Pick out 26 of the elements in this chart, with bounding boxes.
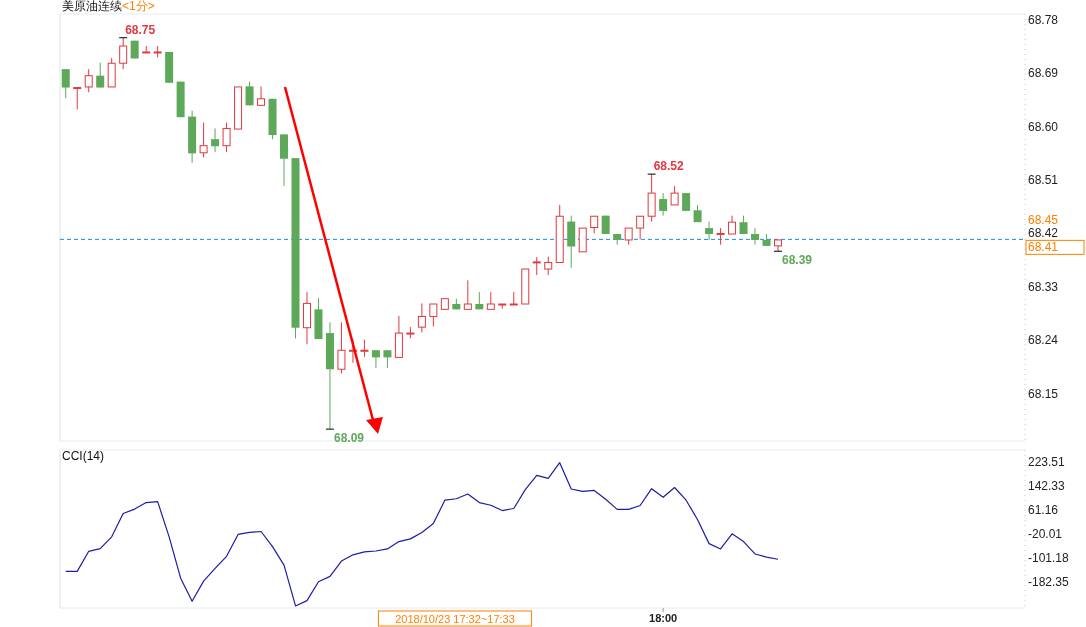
y-tick-label: 68.51	[1028, 173, 1059, 188]
y-tick-label: 223.51	[1028, 455, 1066, 470]
annotation: 68.39	[782, 253, 813, 268]
y-tick-label: -101.18	[1028, 551, 1070, 566]
line-series	[65, 462, 779, 607]
y-tick-label: -182.35	[1028, 575, 1070, 590]
y-tick-label: 68.15	[1028, 386, 1059, 401]
y-tick-label: 68.78	[1028, 12, 1059, 27]
y-tick-label: 68.69	[1028, 66, 1059, 81]
text: 68.45	[1028, 212, 1059, 227]
chart-title: CCI(14)	[62, 449, 105, 463]
chart-subtitle: <1分>	[122, 0, 155, 13]
x-tick-label: 18:00	[649, 612, 678, 624]
annotation: 68.52	[653, 159, 684, 174]
y-tick-label: 68.60	[1028, 119, 1059, 134]
y-tick-label: 68.42	[1028, 226, 1059, 241]
text: 2018/10/23 17:32~17:33	[395, 613, 515, 625]
y-tick-label: 68.33	[1028, 279, 1059, 294]
y-tick-label: 61.16	[1028, 503, 1059, 518]
annotation: 68.75	[125, 22, 156, 37]
chart-title: 美原油连续	[62, 0, 122, 13]
y-tick-label: 68.24	[1028, 333, 1059, 348]
y-tick-label: -20.01	[1028, 527, 1063, 542]
ref-line-label: 68.41	[1028, 240, 1059, 255]
annotation: 68.09	[333, 431, 365, 446]
y-tick-label: 142.33	[1028, 479, 1066, 494]
